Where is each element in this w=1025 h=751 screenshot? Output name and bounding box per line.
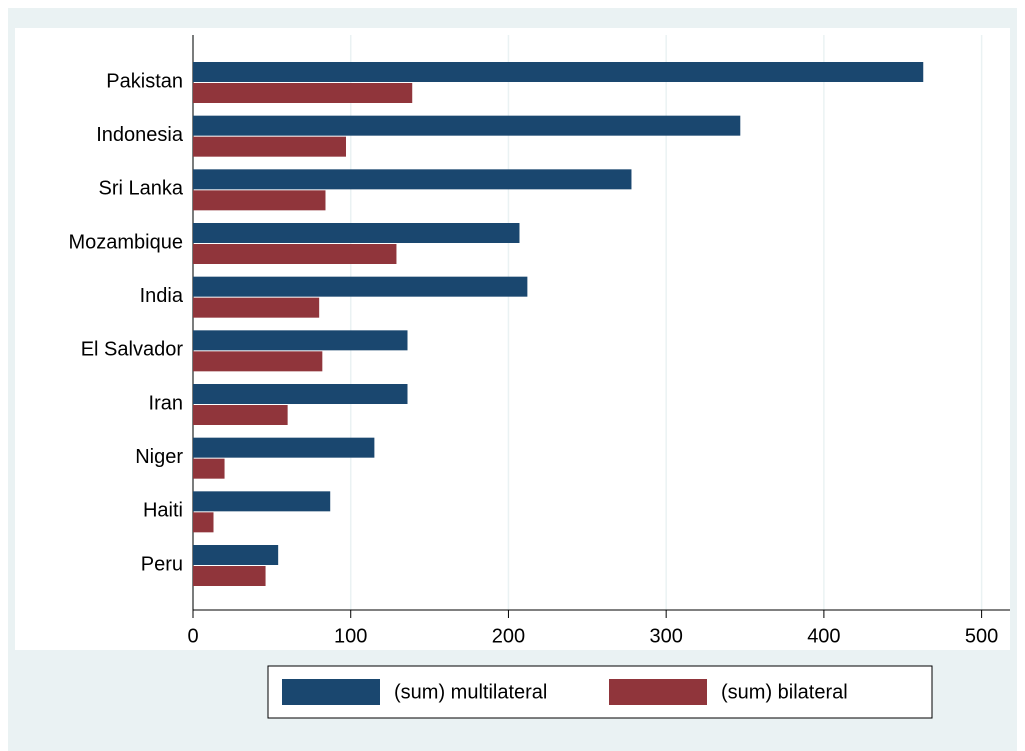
bar <box>193 169 632 190</box>
x-tick-label: 400 <box>807 625 840 647</box>
y-tick-label: El Salvador <box>81 339 184 361</box>
bar <box>193 136 346 157</box>
y-tick-label: Haiti <box>143 500 183 522</box>
y-tick-label: Pakistan <box>106 70 183 92</box>
y-tick-label: India <box>140 285 184 307</box>
x-tick-label: 500 <box>965 625 998 647</box>
x-tick-label: 200 <box>492 625 525 647</box>
bar <box>193 437 375 458</box>
bar <box>193 276 528 297</box>
bar <box>193 351 323 372</box>
bar <box>193 190 326 211</box>
legend-swatch <box>609 679 707 705</box>
bar <box>193 223 520 243</box>
y-tick-label: Sri Lanka <box>99 178 184 200</box>
x-tick-label: 300 <box>649 625 682 647</box>
bar <box>193 330 408 351</box>
y-tick-label: Niger <box>135 446 183 468</box>
bar <box>193 115 741 136</box>
x-tick-label: 0 <box>187 625 198 647</box>
y-tick-label: Peru <box>141 553 183 575</box>
bar <box>193 405 288 425</box>
bar <box>193 545 279 565</box>
legend-swatch <box>282 679 380 705</box>
bar <box>193 62 924 82</box>
bar <box>193 566 266 586</box>
legend-label: (sum) multilateral <box>394 681 547 703</box>
bar <box>193 491 331 512</box>
y-tick-label: Iran <box>149 392 183 414</box>
bar <box>193 244 397 264</box>
x-tick-label: 100 <box>334 625 367 647</box>
bar <box>193 458 225 479</box>
legend-label: (sum) bilateral <box>721 681 848 703</box>
bar <box>193 384 408 404</box>
bar <box>193 83 413 103</box>
bar <box>193 297 320 318</box>
bar <box>193 512 214 533</box>
y-tick-label: Mozambique <box>68 231 183 253</box>
y-tick-label: Indonesia <box>96 124 184 146</box>
